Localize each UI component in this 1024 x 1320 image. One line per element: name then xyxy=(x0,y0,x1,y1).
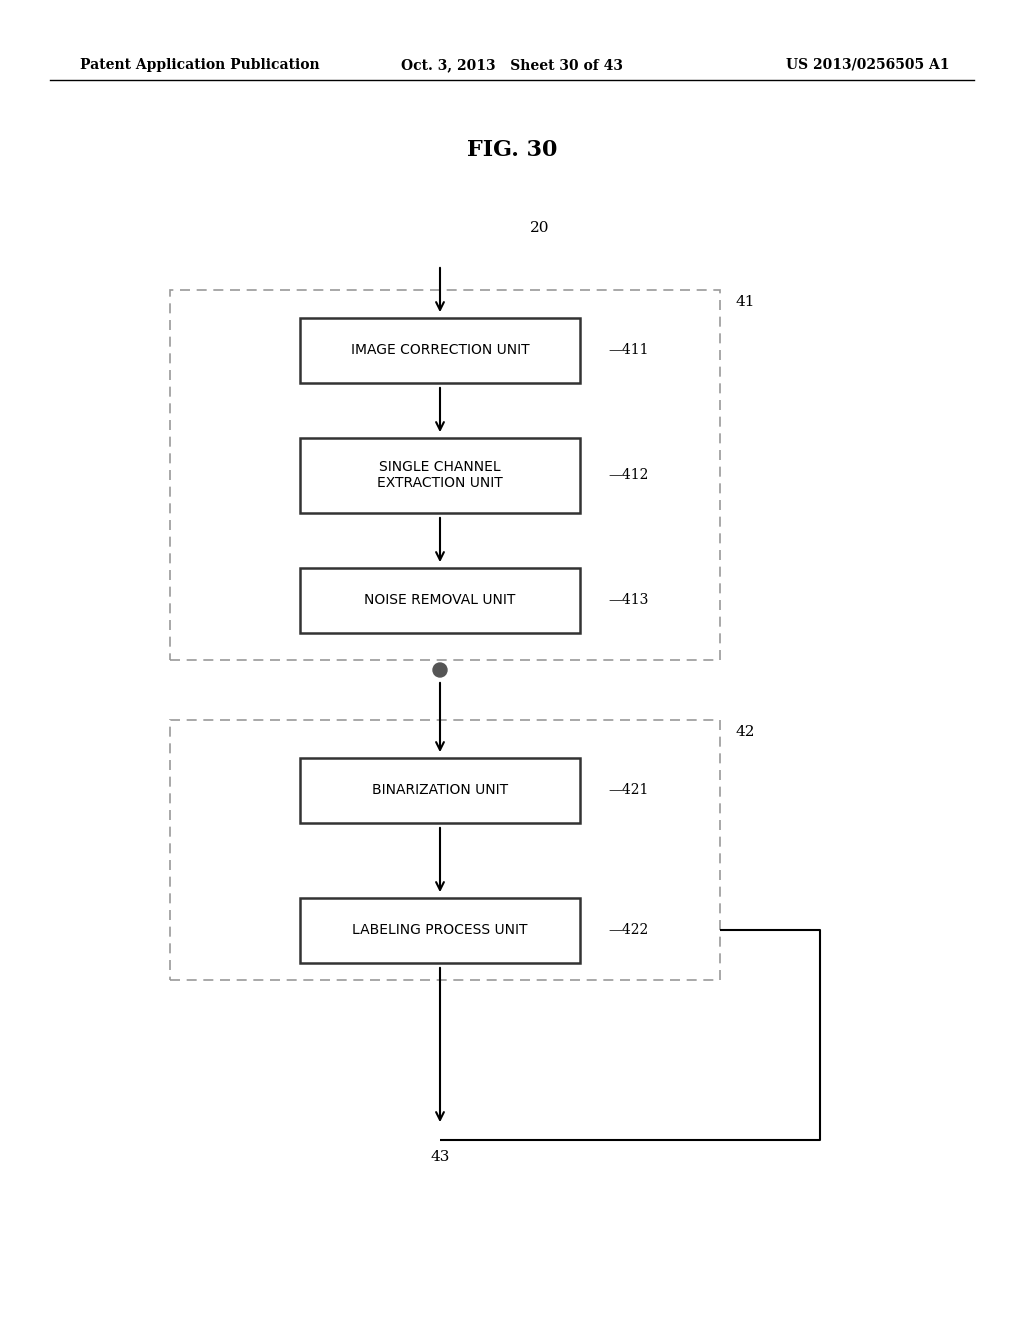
Text: 42: 42 xyxy=(735,725,755,739)
Text: 20: 20 xyxy=(530,220,550,235)
Text: 43: 43 xyxy=(430,1150,450,1164)
FancyBboxPatch shape xyxy=(300,758,580,822)
FancyBboxPatch shape xyxy=(300,437,580,512)
FancyBboxPatch shape xyxy=(300,568,580,632)
Text: IMAGE CORRECTION UNIT: IMAGE CORRECTION UNIT xyxy=(350,343,529,356)
Text: LABELING PROCESS UNIT: LABELING PROCESS UNIT xyxy=(352,923,527,937)
Text: —411: —411 xyxy=(608,343,648,356)
Text: —413: —413 xyxy=(608,593,648,607)
Text: Patent Application Publication: Patent Application Publication xyxy=(80,58,319,73)
Text: Oct. 3, 2013   Sheet 30 of 43: Oct. 3, 2013 Sheet 30 of 43 xyxy=(401,58,623,73)
Text: SINGLE CHANNEL
EXTRACTION UNIT: SINGLE CHANNEL EXTRACTION UNIT xyxy=(377,459,503,490)
FancyBboxPatch shape xyxy=(300,318,580,383)
Text: NOISE REMOVAL UNIT: NOISE REMOVAL UNIT xyxy=(365,593,516,607)
Text: BINARIZATION UNIT: BINARIZATION UNIT xyxy=(372,783,508,797)
FancyBboxPatch shape xyxy=(300,898,580,962)
Circle shape xyxy=(433,663,447,677)
Text: —421: —421 xyxy=(608,783,648,797)
Text: US 2013/0256505 A1: US 2013/0256505 A1 xyxy=(786,58,950,73)
Text: —422: —422 xyxy=(608,923,648,937)
Text: 41: 41 xyxy=(735,294,755,309)
Text: —412: —412 xyxy=(608,469,648,482)
Text: FIG. 30: FIG. 30 xyxy=(467,139,557,161)
